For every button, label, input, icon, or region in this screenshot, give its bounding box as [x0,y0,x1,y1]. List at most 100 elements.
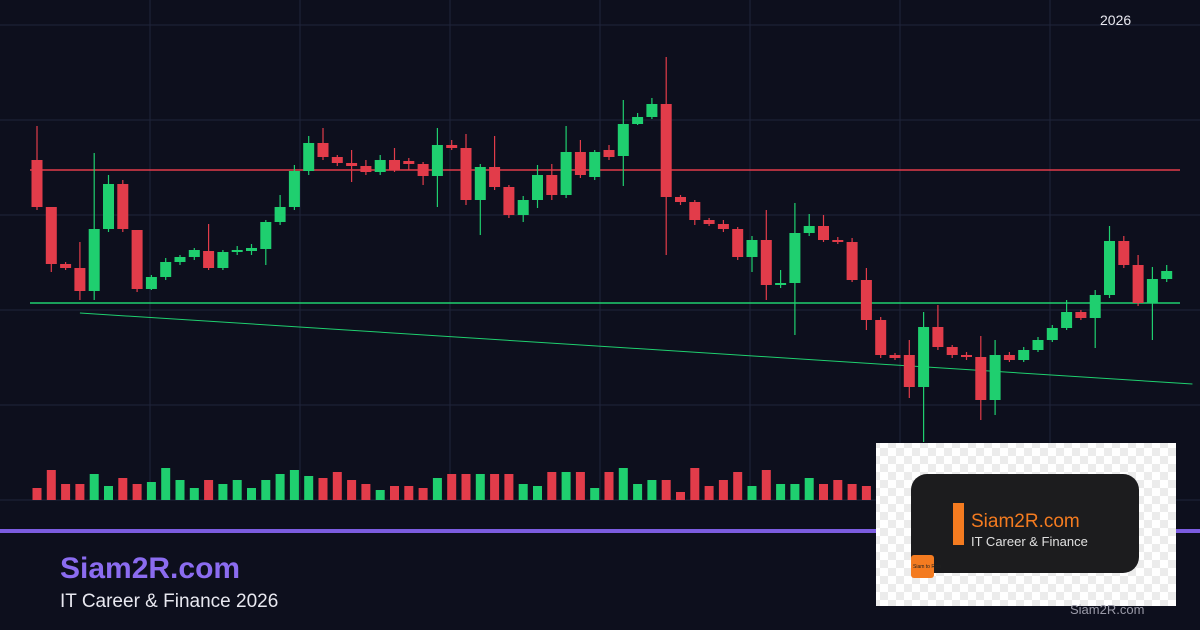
candle-body [832,240,844,242]
candle-body [846,242,858,280]
candle-body [732,229,744,257]
volume-bar [633,484,643,500]
candle-body [217,252,229,268]
candle-body [203,251,215,268]
volume-bar [475,474,485,500]
volume-bar [146,482,156,500]
volume-bar [247,488,256,500]
candle-body [946,347,958,355]
candle-body [617,124,629,156]
volume-bar [847,484,857,500]
volume-bar [304,476,314,500]
volume-bar [404,486,414,500]
volume-bar [590,488,600,500]
volume-bar [575,472,585,500]
logo-bar [953,503,964,545]
candle-body [589,152,601,177]
trend-line [79,312,1193,385]
volume-bar [676,492,685,500]
volume-bar [447,474,457,500]
volume-bar [132,484,142,500]
candle-body [961,355,972,357]
volume-bar [332,472,342,500]
candle-body [903,355,915,387]
logo-badge [911,555,934,578]
volume-bar [104,486,113,500]
volume-bar [289,470,299,500]
volume-bar [561,472,571,500]
candle-body [775,283,787,285]
volume-bar [661,480,671,500]
logo-card [911,474,1139,573]
volume-bar [861,486,871,500]
logo-subtitle: IT Career & Finance [971,534,1088,549]
candle-body [274,207,286,222]
candle-body [489,167,501,187]
brand-title: Siam2R.com [60,552,240,585]
volume-bar [161,468,171,500]
candle-body [574,152,586,175]
candle-body [889,355,901,358]
volume-bar [61,484,71,500]
candle-body [1032,340,1044,350]
candle-body [288,171,300,207]
candle-body [1003,355,1015,360]
candle-body [875,320,887,355]
candle-body [632,117,644,124]
brand-subtitle: IT Career & Finance 2026 [60,591,278,612]
volume-bar [204,480,214,500]
candle-body [160,262,172,277]
volume-bar [432,478,442,500]
logo: Siam2R.com IT Career & Finance Siam to R… [876,443,1176,606]
volume-bar [75,484,85,500]
volume-bar [218,484,228,500]
candle-body [360,166,372,172]
volume-bar [733,472,743,500]
volume-bar [390,486,399,500]
volume-bar [490,474,500,500]
candle-body [31,160,43,207]
year-label: 2026 [1100,12,1131,28]
candle-body [474,167,486,200]
candle-body [975,357,987,400]
candle-body [918,327,930,387]
candle-body [603,150,615,157]
candle-body [1075,312,1087,318]
volume-bar [819,484,828,500]
candle-body [860,280,872,320]
volume-bar [518,484,528,500]
candle-body [246,248,257,251]
volume-bar [761,470,771,500]
candle-body [517,200,529,215]
candle-body [675,197,686,202]
candle-body [188,250,200,257]
volume-bar [89,474,99,500]
candle-body [689,202,701,220]
candle-body [45,207,57,264]
candle-body [88,229,100,291]
candle-body [1132,265,1144,303]
candle-body [803,226,815,233]
volume-bar [704,486,714,500]
volume-bar [361,484,371,500]
volume-bar [318,478,328,500]
volume-bar [275,474,285,500]
x-grid [149,0,1051,500]
volume-bar [504,474,514,500]
candle-body [789,233,801,283]
volume-bar [604,472,614,500]
candle-body [660,104,672,197]
candle-body [117,184,129,229]
volume-bar [32,488,42,500]
candle-body [74,268,86,291]
candle-body [646,104,658,117]
candle-body [460,148,472,200]
candle-body [818,226,829,240]
candle-body [1089,295,1101,318]
volume-bar [804,478,814,500]
candle-body [1018,350,1030,360]
candle-body [431,145,443,176]
candle-body [932,327,944,347]
volume-bar [790,484,800,500]
